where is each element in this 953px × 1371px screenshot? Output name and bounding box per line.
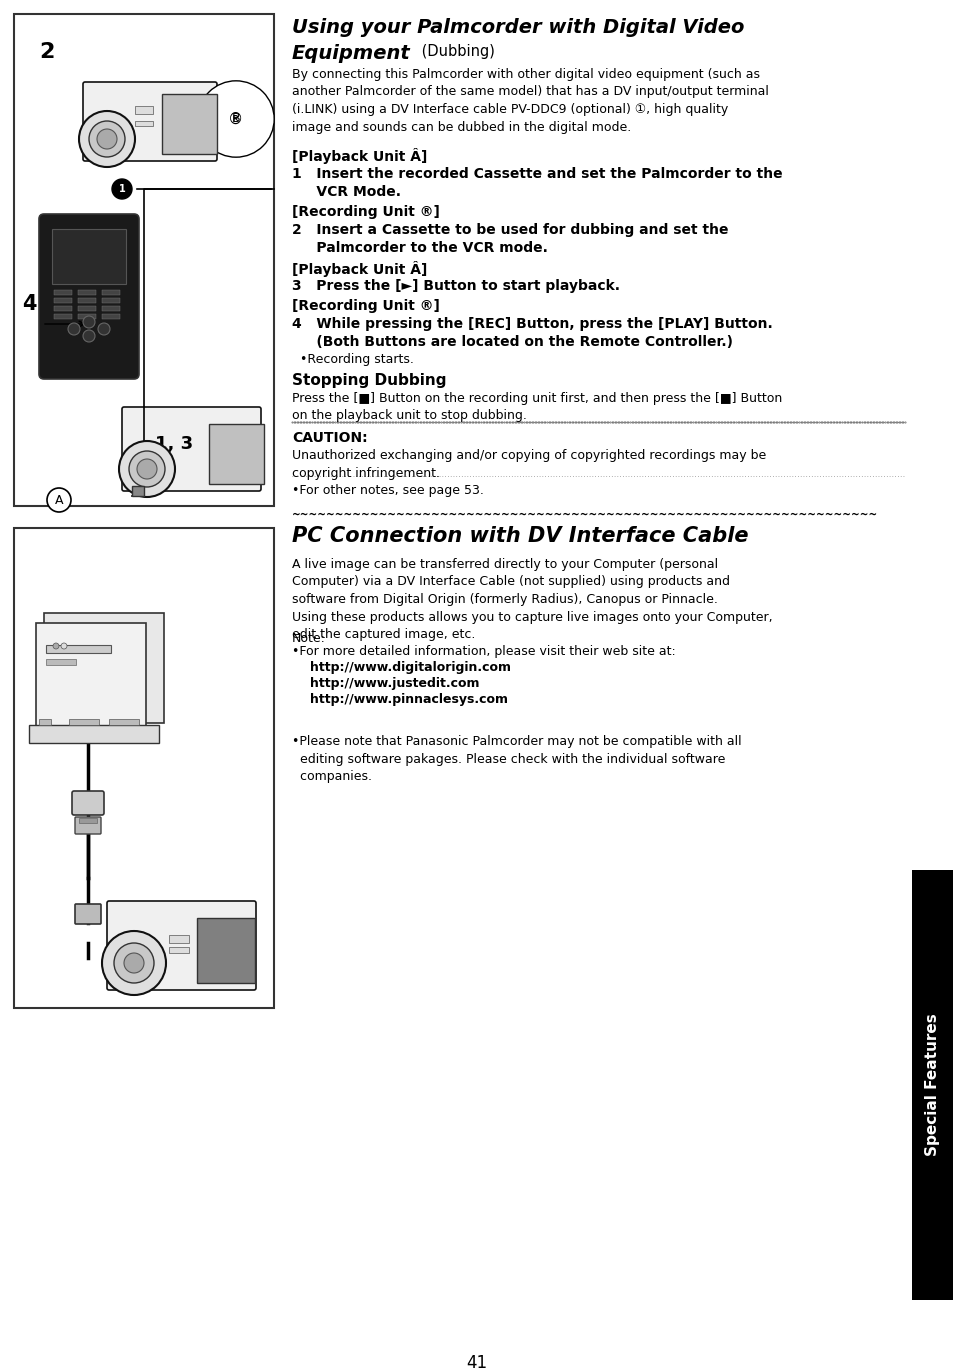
Circle shape [83,315,95,328]
Circle shape [89,121,125,158]
Text: CAUTION:: CAUTION: [292,430,367,446]
Bar [169,947,189,953]
Bar [132,485,144,496]
Text: By connecting this Palmcorder with other digital video equipment (such as
anothe: By connecting this Palmcorder with other… [292,69,768,133]
Bar [54,291,71,295]
Bar [169,935,189,943]
Bar [39,718,51,725]
Text: 4   While pressing the [REC] Button, press the [PLAY] Button.: 4 While pressing the [REC] Button, press… [292,317,772,330]
Text: Note:: Note: [292,632,326,644]
FancyBboxPatch shape [75,817,101,834]
Circle shape [112,180,132,199]
Text: [Playback Unit Â]: [Playback Unit Â] [292,260,427,277]
FancyBboxPatch shape [83,82,216,160]
Text: http://www.digitalorigin.com: http://www.digitalorigin.com [310,661,511,675]
Text: VCR Mode.: VCR Mode. [292,185,400,199]
Bar [78,291,96,295]
Text: Press the [■] Button on the recording unit first, and then press the [■] Button
: Press the [■] Button on the recording un… [292,392,781,422]
Bar [102,306,120,311]
Text: •Recording starts.: •Recording starts. [299,352,414,366]
Text: A: A [54,494,63,506]
Circle shape [61,643,67,648]
Bar [54,314,71,319]
Text: 1   Insert the recorded Cassette and set the Palmcorder to the: 1 Insert the recorded Cassette and set t… [292,167,781,181]
Bar [135,106,152,114]
Text: [Recording Unit ®]: [Recording Unit ®] [292,206,439,219]
Text: Stopping Dubbing: Stopping Dubbing [292,373,446,388]
Bar [78,306,96,311]
Circle shape [98,324,110,335]
Bar [79,818,97,823]
Bar [78,314,96,319]
Text: Palmcorder to the VCR mode.: Palmcorder to the VCR mode. [292,241,547,255]
Text: A live image can be transferred directly to your Computer (personal
Computer) vi: A live image can be transferred directly… [292,558,772,642]
Bar [46,644,111,653]
Circle shape [79,111,135,167]
Bar [14,528,274,1008]
Circle shape [47,488,71,511]
Text: 3   Press the [►] Button to start playback.: 3 Press the [►] Button to start playback… [292,280,619,293]
Circle shape [97,129,117,149]
Text: http://www.pinnaclesys.com: http://www.pinnaclesys.com [310,692,507,706]
Bar [135,121,152,126]
Bar [196,919,254,983]
Text: 1, 3: 1, 3 [154,435,193,452]
Text: •For other notes, see page 53.: •For other notes, see page 53. [292,484,483,498]
Circle shape [124,953,144,973]
FancyBboxPatch shape [71,791,104,814]
Text: PC Connection with DV Interface Cable: PC Connection with DV Interface Cable [292,526,748,546]
Text: 2: 2 [39,43,54,62]
Text: Using your Palmcorder with Digital Video: Using your Palmcorder with Digital Video [292,18,743,37]
Text: http://www.justedit.com: http://www.justedit.com [310,677,479,690]
Circle shape [53,643,59,648]
FancyBboxPatch shape [39,214,139,378]
Bar [54,306,71,311]
Circle shape [137,459,157,478]
Bar [29,725,159,743]
Text: •Please note that Panasonic Palmcorder may not be compatible with all
  editing : •Please note that Panasonic Palmcorder m… [292,735,740,783]
Circle shape [83,330,95,341]
Bar [102,314,120,319]
Bar [14,14,274,506]
Circle shape [113,943,153,983]
Bar [52,229,126,284]
Text: 41: 41 [466,1355,487,1371]
Text: [Playback Unit Â]: [Playback Unit Â] [292,148,427,165]
Text: ®: ® [228,111,243,126]
Circle shape [68,324,80,335]
Bar [54,298,71,303]
Bar [102,298,120,303]
Bar [911,871,953,1300]
Text: (Both Buttons are located on the Remote Controller.): (Both Buttons are located on the Remote … [292,335,732,350]
Text: ~~~~~~~~~~~~~~~~~~~~~~~~~~~~~~~~~~~~~~~~~~~~~~~~~~~~~~~~~~~~~~~~~~~: ~~~~~~~~~~~~~~~~~~~~~~~~~~~~~~~~~~~~~~~~… [292,510,878,520]
Text: 2   Insert a Cassette to be used for dubbing and set the: 2 Insert a Cassette to be used for dubbi… [292,223,728,237]
Text: Unauthorized exchanging and/or copying of copyrighted recordings may be
copyrigh: Unauthorized exchanging and/or copying o… [292,448,765,480]
Bar [44,613,164,723]
Text: B: B [232,112,240,126]
Bar [209,424,264,484]
Circle shape [119,441,174,498]
Bar [102,291,120,295]
Text: Special Features: Special Features [924,1013,940,1156]
Text: (Dubbing): (Dubbing) [416,44,495,59]
FancyBboxPatch shape [107,901,255,990]
Text: •For more detailed information, please visit their web site at:: •For more detailed information, please v… [292,644,675,658]
Bar [162,95,216,154]
Circle shape [102,931,166,995]
Text: Equipment: Equipment [292,44,411,63]
Bar [78,298,96,303]
Text: [Recording Unit ®]: [Recording Unit ®] [292,299,439,313]
FancyBboxPatch shape [75,903,101,924]
Bar [69,718,99,725]
FancyBboxPatch shape [122,407,261,491]
Text: 4: 4 [22,293,36,314]
Bar [46,659,76,665]
Text: 1: 1 [118,184,125,195]
Bar [109,718,139,725]
Circle shape [129,451,165,487]
Bar [36,622,146,733]
